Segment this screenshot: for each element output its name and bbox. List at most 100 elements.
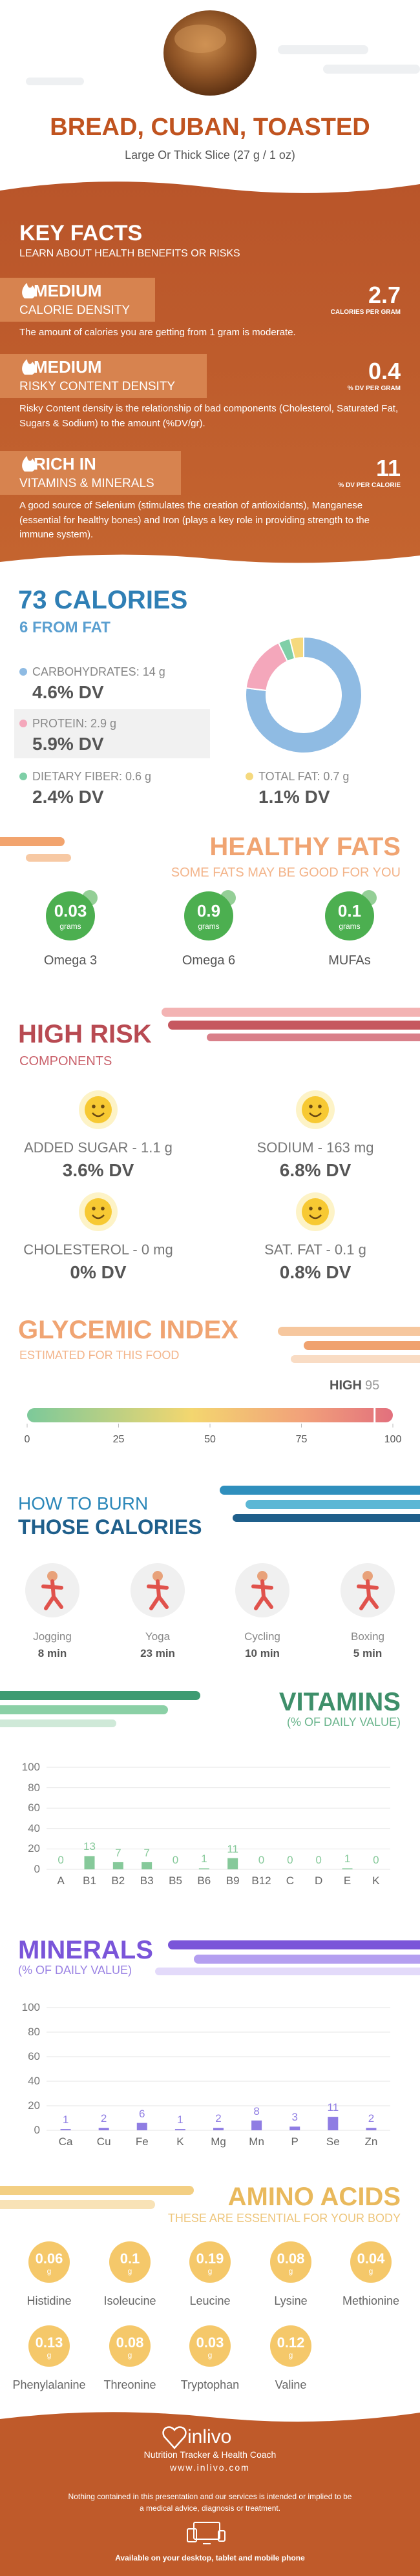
amino-name: Lysine	[274, 2294, 308, 2307]
donut-segment	[289, 636, 304, 660]
smiley-eye	[309, 1207, 313, 1210]
value-label: 11	[227, 1842, 238, 1855]
value-label: 2	[368, 2112, 375, 2125]
value-label: 2	[100, 2112, 107, 2125]
x-tick-label: Mg	[211, 2135, 226, 2148]
amino-value: 0.1	[120, 2250, 140, 2267]
legend-label: TOTAL FAT: 0.7 g	[258, 770, 350, 783]
amino-circle	[189, 2325, 231, 2367]
decor-stripes	[26, 45, 420, 85]
smiley-eye	[318, 1207, 322, 1210]
decor-stripes	[162, 1008, 420, 1041]
decor-stripes	[278, 1327, 420, 1363]
fact-value: 0.4	[368, 358, 401, 384]
legend-dot	[19, 773, 27, 780]
section-title: VITAMINS	[278, 1688, 401, 1716]
smiley-eye	[318, 1105, 322, 1108]
bar	[98, 2128, 109, 2130]
amino-value: 0.12	[277, 2334, 305, 2351]
footer-disclaimer: Nothing contained in this presentation a…	[68, 2492, 352, 2513]
value-label: 1	[177, 2114, 184, 2126]
smiley	[302, 1198, 329, 1225]
activity-head	[362, 1571, 373, 1581]
smiley-eye	[101, 1105, 105, 1108]
value-label: 0	[58, 1854, 64, 1866]
x-tick-label: E	[343, 1875, 352, 1887]
fact-value: 2.7	[368, 282, 401, 308]
gi-tick-label: 50	[204, 1434, 216, 1445]
value-label: 11	[327, 2101, 339, 2114]
y-tick-label: 0	[34, 2124, 40, 2136]
x-tick-label: B12	[251, 1875, 271, 1887]
section-subtitle: (% OF DAILY VALUE)	[18, 1964, 132, 1977]
y-tick-label: 80	[28, 1781, 40, 1794]
amino-unit: g	[288, 2267, 293, 2276]
amino-circle	[109, 2241, 151, 2283]
value-label: 2	[215, 2112, 222, 2125]
smiley-mouth	[309, 1214, 322, 1220]
decor-stripes	[0, 2186, 194, 2209]
bar	[60, 2129, 71, 2130]
bread-crust	[174, 25, 226, 53]
smiley-mouth	[92, 1214, 105, 1220]
section-title: AMINO ACIDS	[227, 2183, 401, 2211]
value-label: 1	[62, 2114, 69, 2126]
amino-circle	[189, 2241, 231, 2283]
fact-unit: % DV PER GRAM	[347, 385, 401, 392]
decor-stripes	[0, 1691, 200, 1727]
amino-value: 0.19	[196, 2250, 224, 2267]
dv-label: 2.4% DV	[32, 787, 104, 807]
amino-name: Leucine	[189, 2294, 231, 2307]
risk-dv: 0% DV	[70, 1262, 127, 1282]
activity-time: 23 min	[140, 1647, 175, 1659]
x-tick-label: B3	[140, 1875, 154, 1887]
value-label: 0	[172, 1854, 179, 1866]
activity-name: Jogging	[33, 1630, 72, 1643]
fat-value: 0.9	[196, 901, 221, 920]
fat-value: 0.03	[54, 901, 87, 920]
donut-segment	[245, 636, 362, 754]
x-tick-label: Cu	[96, 2135, 111, 2148]
amino-unit: g	[207, 2351, 213, 2360]
amino-circle	[270, 2241, 311, 2283]
decor-stripes	[220, 1486, 420, 1522]
section-title: KEY FACTS	[19, 221, 143, 245]
amino-name: Phenylalanine	[12, 2378, 86, 2391]
value-label: 0	[258, 1854, 265, 1866]
amino-unit: g	[127, 2267, 132, 2276]
amino-circle	[28, 2325, 70, 2367]
y-tick-label: 40	[28, 1822, 40, 1834]
smiley-eye	[101, 1207, 105, 1210]
y-tick-label: 60	[28, 1802, 40, 1814]
gi-value: 95	[365, 1378, 380, 1393]
smiley-eye	[92, 1207, 96, 1210]
value-label: 7	[143, 1846, 150, 1859]
fact-value: 11	[375, 455, 401, 481]
fat-unit: grams	[59, 922, 81, 931]
activity-figure	[147, 1579, 169, 1610]
amino-circle	[28, 2241, 70, 2283]
calories-subtitle: 6 FROM FAT	[19, 619, 110, 636]
bread-image	[163, 10, 257, 96]
activity-time: 10 min	[245, 1647, 280, 1659]
fact-name: RISKY CONTENT DENSITY	[19, 380, 176, 393]
fact-level: RICH IN	[34, 454, 96, 473]
fact-box	[0, 451, 181, 495]
fat-unit: grams	[339, 922, 361, 931]
activity-figure	[41, 1579, 63, 1610]
x-tick-label: P	[291, 2135, 299, 2148]
section-subtitle: (% OF DAILY VALUE)	[286, 1716, 401, 1729]
amino-circle	[109, 2325, 151, 2367]
activity-name: Yoga	[145, 1630, 171, 1643]
x-tick-label: Zn	[364, 2135, 378, 2148]
smiley-eye	[92, 1105, 96, 1108]
footer-availability: Available on your desktop, tablet and mo…	[115, 2553, 305, 2562]
gi-tick-label: 75	[295, 1434, 308, 1445]
legend-dot	[19, 720, 27, 727]
legend-label: PROTEIN: 2.9 g	[32, 717, 117, 730]
y-tick-label: 20	[28, 1842, 40, 1855]
amino-value: 0.04	[357, 2250, 385, 2267]
x-tick-label: B2	[111, 1875, 125, 1887]
